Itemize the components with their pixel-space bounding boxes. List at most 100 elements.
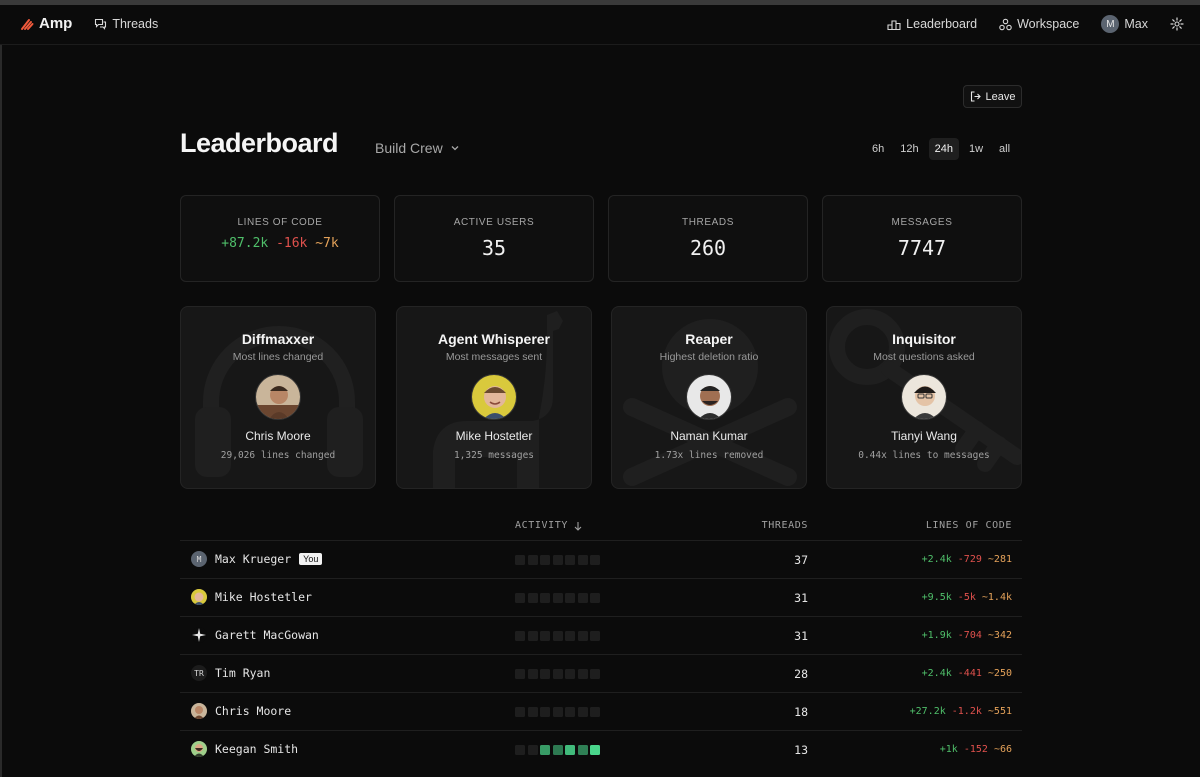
activity-cell (552, 631, 563, 641)
activity-cell (552, 669, 563, 679)
award-winner-name: Mike Hostetler (455, 429, 533, 443)
award-avatar (471, 374, 517, 420)
award-card-reaper[interactable]: Reaper Highest deletion ratio Naman Kuma… (611, 306, 807, 489)
row-threads-count: 37 (794, 553, 808, 567)
activity-cell (552, 707, 563, 717)
leave-button[interactable]: Leave (963, 85, 1022, 108)
nav-user-menu[interactable]: M Max (1101, 15, 1148, 33)
activity-heatmap (515, 745, 600, 755)
range-tab-24h[interactable]: 24h (928, 138, 959, 160)
activity-cell (540, 707, 550, 717)
table-row[interactable]: Keegan Smith 13 +1k -152 ~66 (180, 730, 1022, 768)
award-title: Diffmaxxer (241, 331, 315, 347)
row-lines-of-code: +27.2k -1.2k ~551 (910, 706, 1012, 717)
nav-leaderboard-link[interactable]: Leaderboard (887, 17, 977, 31)
activity-cell (515, 593, 525, 603)
activity-cell (577, 555, 588, 565)
nav-threads-link[interactable]: Threads (94, 17, 158, 31)
row-threads-count: 18 (794, 705, 808, 719)
award-description: Most messages sent (445, 351, 543, 363)
award-card-agent-whisperer[interactable]: Agent Whisperer Most messages sent Mike … (396, 306, 592, 489)
award-card-inquisitor[interactable]: Inquisitor Most questions asked Tianyi W… (826, 306, 1022, 489)
row-user-name: Max Krueger (215, 552, 292, 566)
amp-logo-icon (21, 18, 34, 30)
exit-icon (970, 91, 981, 102)
row-loc-removed: -729 (957, 554, 982, 565)
row-loc-added: +2.4k (921, 554, 952, 565)
lines-of-code-column-header[interactable]: LINES OF CODE (925, 520, 1012, 531)
stat-card-messages: MESSAGES 7747 (822, 195, 1022, 282)
stat-label: THREADS (682, 217, 734, 228)
arrow-down-icon (574, 521, 582, 531)
team-name: Build Crew (375, 140, 443, 156)
page-title: Leaderboard (180, 128, 339, 158)
row-threads-count: 31 (794, 591, 808, 605)
activity-cell (565, 745, 575, 755)
window-left-edge (0, 5, 2, 777)
row-loc-changed: ~66 (993, 744, 1012, 755)
workspace-icon (999, 18, 1012, 30)
range-tab-12h[interactable]: 12h (900, 143, 919, 155)
row-avatar (191, 741, 207, 757)
activity-cell (577, 669, 588, 679)
llama-icon (433, 311, 563, 488)
row-loc-changed: ~342 (987, 630, 1012, 641)
stat-value: 260 (689, 236, 727, 260)
row-user: Chris Moore (191, 703, 291, 719)
nav-workspace-link[interactable]: Workspace (999, 17, 1079, 31)
loc-changed: ~7k (315, 236, 339, 251)
activity-cell (590, 669, 600, 679)
podium-icon (887, 19, 901, 30)
row-lines-of-code: +2.4k -729 ~281 (922, 554, 1012, 565)
row-threads-count: 28 (794, 667, 808, 681)
row-loc-changed: ~281 (987, 554, 1012, 565)
activity-cell (527, 593, 538, 603)
loc-removed: -16k (276, 236, 308, 251)
activity-cell (565, 555, 575, 565)
activity-cell (577, 631, 588, 641)
stat-label: LINES OF CODE (237, 217, 323, 228)
range-tab-all[interactable]: all (999, 143, 1011, 155)
activity-column-header[interactable]: ACTIVITY (515, 520, 583, 531)
award-stat: 1,325 messages (453, 450, 535, 461)
activity-heatmap (515, 631, 600, 641)
activity-heatmap (515, 555, 600, 565)
row-loc-removed: -1.2k (951, 706, 982, 717)
you-badge: You (299, 553, 323, 565)
team-dropdown[interactable]: Build Crew (375, 140, 460, 156)
range-tab-1w[interactable]: 1w (968, 143, 984, 155)
row-loc-changed: ~551 (987, 706, 1012, 717)
table-row[interactable]: TR Tim Ryan 28 +2.4k -441 ~250 (180, 654, 1022, 692)
activity-cell (540, 631, 550, 641)
row-loc-added: +27.2k (909, 706, 946, 717)
award-stat: 29,026 lines changed (220, 450, 336, 461)
range-tab-6h[interactable]: 6h (872, 143, 885, 155)
row-lines-of-code: +1k -152 ~66 (940, 744, 1012, 755)
activity-cell (552, 745, 563, 755)
threads-column-header[interactable]: THREADS (761, 520, 808, 531)
row-loc-removed: -441 (957, 668, 982, 679)
award-winner-name: Chris Moore (245, 429, 311, 443)
row-lines-of-code: +1.9k -704 ~342 (922, 630, 1012, 641)
row-user-name: Keegan Smith (215, 742, 299, 756)
activity-cell (515, 631, 525, 641)
activity-cell (565, 593, 575, 603)
stat-label: ACTIVE USERS (453, 217, 535, 228)
award-description: Highest deletion ratio (659, 351, 759, 363)
activity-cell (515, 555, 525, 565)
award-avatar (686, 374, 732, 420)
row-avatar: TR (191, 665, 207, 681)
row-loc-changed: ~250 (987, 668, 1012, 679)
table-row[interactable]: Chris Moore 18 +27.2k -1.2k ~551 (180, 692, 1022, 730)
activity-cell (565, 669, 575, 679)
row-user: M Max Krueger You (191, 551, 323, 567)
loc-added: +87.2k (221, 236, 269, 251)
award-card-diffmaxxer[interactable]: Diffmaxxer Most lines changed Chris Moor… (180, 306, 376, 489)
amp-logo[interactable]: Amp (20, 15, 72, 32)
table-row[interactable]: Mike Hostetler 31 +9.5k -5k ~1.4k (180, 578, 1022, 616)
table-row[interactable]: M Max Krueger You 37 +2.4k -729 ~281 (180, 540, 1022, 578)
award-stat: 1.73x lines removed (654, 450, 764, 461)
activity-heatmap (515, 707, 600, 717)
gear-icon[interactable] (1170, 17, 1184, 31)
table-row[interactable]: Garett MacGowan 31 +1.9k -704 ~342 (180, 616, 1022, 654)
